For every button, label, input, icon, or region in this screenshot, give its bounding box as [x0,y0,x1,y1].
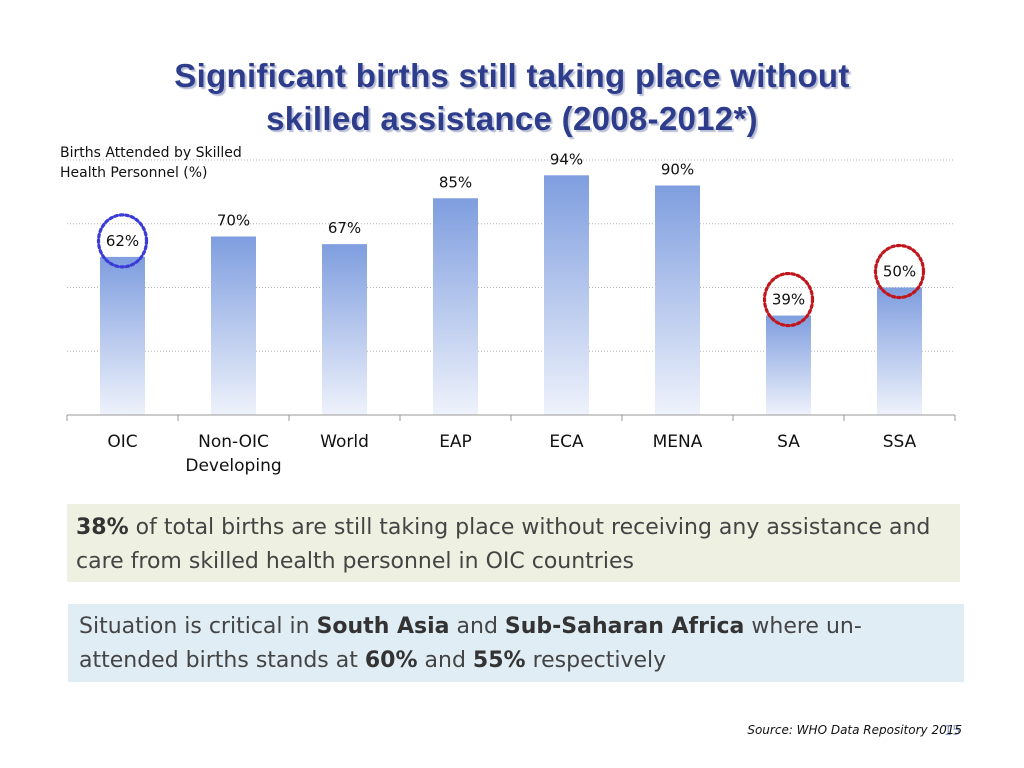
bar-mena [655,185,700,415]
x-tick-label-line: EAP [439,432,472,452]
slide-title: Significant births still taking place wi… [0,54,1024,140]
x-tick-label-line: OIC [107,432,137,452]
y-axis-label-line-2: Health Personnel (%) [60,165,208,181]
x-tick-label-line: Non-OIC [198,432,269,452]
critical-region-south-asia: South Asia [316,614,450,639]
highlight-circles [96,213,926,328]
x-axis: OIC Non-OIC Developing World EAP ECA MENA SA SSA [66,414,956,476]
bar-eca [544,175,589,415]
x-tick-label: Non-OIC Developing [185,432,281,476]
x-tick-label-line: ECA [549,432,584,452]
bar-chart: OIC Non-OIC Developing World EAP ECA MENA SA SSA… [66,150,956,476]
title-line-1: Significant births still taking place wi… [174,57,850,94]
highlight-circle-sa [762,271,815,328]
x-tick-label: MENA [653,432,703,452]
x-tick-label-line: SSA [883,432,917,452]
critical-text-5: respectively [525,648,667,673]
data-label: 67% [328,219,361,237]
data-labels: 62% 70% 67% 85% 94% 90% 39% 50% [106,150,916,308]
data-label: 94% [550,150,583,168]
bar-oic [100,256,145,415]
title-line-2: skilled assistance (2008-2012*) [266,100,758,137]
y-axis-label-line-1: Births Attended by Skilled [60,145,242,161]
critical-value-sa: 60% [364,648,418,673]
data-label: 90% [661,161,694,179]
critical-region-ssa: Sub-Saharan Africa [504,614,745,639]
critical-value-ssa: 55% [472,648,526,673]
bars [100,175,922,415]
bar-eap [433,198,478,415]
oic-summary-box: 38% of total births are still taking pla… [67,504,960,582]
highlight-circle-oic [96,213,149,269]
data-label: 39% [772,291,805,309]
y-axis-label: Births Attended by Skilled Health Person… [60,143,242,183]
bar-ssa [877,287,922,415]
x-tick-label-line: MENA [653,432,703,452]
critical-text-4: and [417,648,473,673]
critical-text-3: where un-attended births stands at [79,614,862,673]
critical-regions-box: Situation is critical in South Asia and … [68,604,964,682]
x-tick-label-line: Developing [185,456,281,476]
x-tick-label: World [320,432,369,452]
bar-world [322,244,367,415]
x-tick-label: SA [777,432,800,452]
gridlines [67,159,955,352]
data-label: 50% [883,263,916,281]
x-tick-label: SSA [883,432,917,452]
oic-highlight-value: 38% [76,515,129,540]
x-tick-label: OIC [107,432,137,452]
source-note: Source: WHO Data Repository 2015 [747,723,962,737]
critical-text-2: and [449,614,505,639]
bar-sa [766,315,811,415]
oic-summary-text: of total births are still taking place w… [76,515,931,574]
data-label: 62% [106,232,139,250]
highlight-circle-ssa [873,243,926,300]
x-tick-label: EAP [439,432,472,452]
x-tick-label: ECA [549,432,584,452]
bar-non-oic-developing [211,236,256,415]
critical-text-1: Situation is critical in [79,614,317,639]
data-label: 85% [439,173,472,191]
x-tick-label-line: World [320,432,369,452]
page-number: 15 [944,724,961,739]
data-label: 70% [217,212,250,230]
x-tick-label-line: SA [777,432,800,452]
